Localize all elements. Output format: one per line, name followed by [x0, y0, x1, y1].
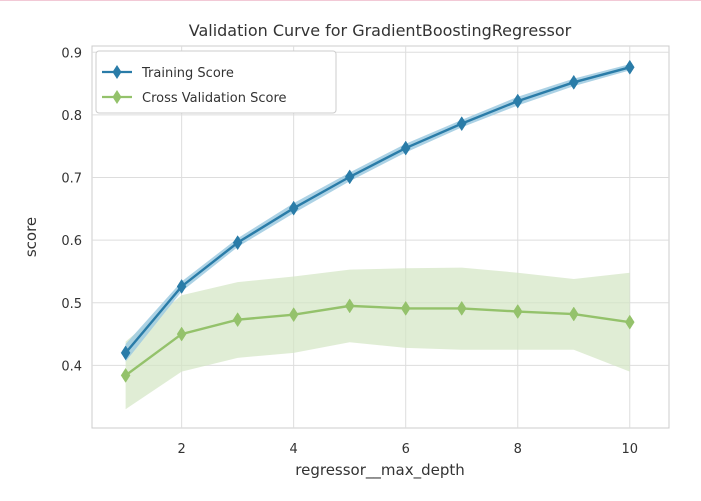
legend: Training Score Cross Validation Score: [95, 50, 337, 114]
training-point: [512, 93, 523, 109]
x-tick-label: 10: [622, 442, 639, 457]
y-axis-ticks: 0.4 0.5 0.6 0.7 0.8 0.9: [61, 46, 82, 374]
x-axis-label: regressor__max_depth: [295, 461, 464, 480]
cross-validation-point: [624, 314, 635, 330]
training-point: [568, 74, 579, 90]
training-point: [120, 345, 131, 361]
x-tick-label: 4: [290, 442, 298, 457]
x-tick-label: 6: [402, 442, 410, 457]
cross-validation-point: [120, 367, 131, 383]
series-lines: [124, 66, 631, 377]
y-tick-label: 0.6: [61, 234, 82, 249]
legend-label-cross-validation: Cross Validation Score: [142, 91, 287, 106]
legend-label-training: Training Score: [141, 66, 234, 81]
legend-marker-training: [112, 65, 122, 79]
cross-validation-point: [568, 306, 579, 322]
cross-validation-line: [124, 304, 630, 377]
x-axis-ticks: 2 4 6 8 10: [177, 442, 638, 457]
cross-validation-point: [512, 304, 523, 319]
series-markers: [120, 59, 635, 383]
training-point: [344, 169, 355, 185]
training-point: [624, 59, 635, 75]
legend-box: [95, 50, 337, 114]
training-point: [232, 235, 243, 251]
y-tick-label: 0.5: [61, 297, 82, 312]
cross-validation-band: [125, 267, 630, 410]
x-tick-label: 2: [177, 442, 185, 457]
x-tick-label: 8: [514, 442, 522, 457]
cross-validation-point: [288, 307, 299, 323]
y-tick-label: 0.9: [61, 46, 82, 61]
training-point: [176, 279, 187, 294]
cross-validation-point: [344, 298, 355, 314]
y-tick-label: 0.7: [61, 172, 82, 187]
confidence-bands: [125, 64, 630, 410]
training-line: [124, 66, 631, 354]
cross-validation-point: [400, 300, 411, 316]
training-point: [400, 140, 411, 156]
y-axis-label: score: [22, 217, 40, 257]
cross-validation-point: [456, 300, 467, 316]
cross-validation-point: [176, 326, 187, 342]
legend-marker-cross-validation: [112, 90, 122, 104]
cross-validation-point: [232, 312, 243, 328]
training-point: [456, 116, 467, 132]
y-tick-label: 0.4: [61, 359, 82, 374]
chart-title: Validation Curve for GradientBoostingReg…: [189, 21, 572, 40]
y-tick-label: 0.8: [61, 109, 82, 124]
training-point: [288, 200, 299, 216]
